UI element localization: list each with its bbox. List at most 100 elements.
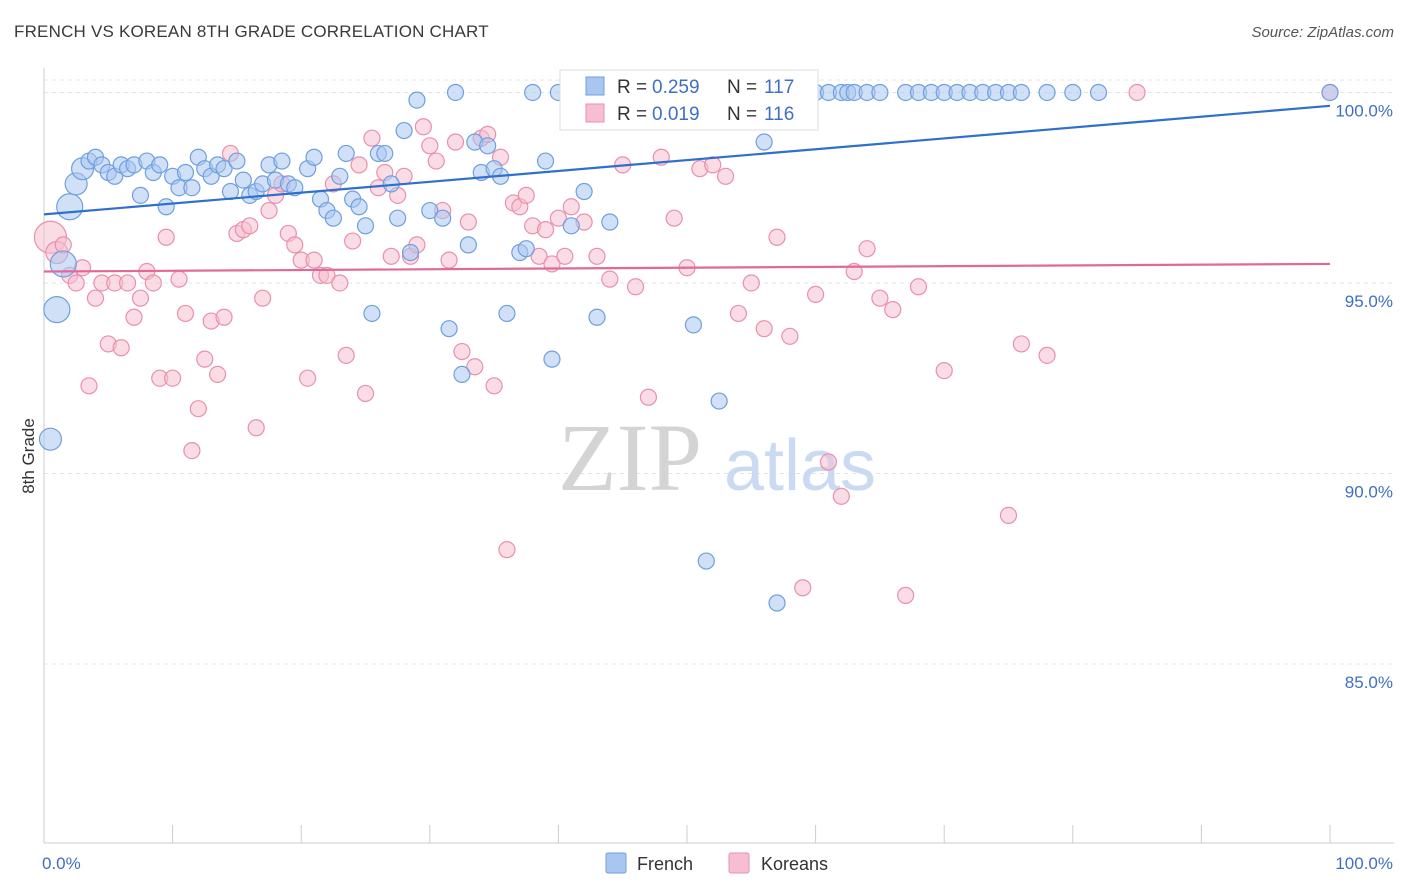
- french-point: [286, 179, 304, 197]
- korean-point: [755, 320, 773, 338]
- french-point: [234, 171, 252, 189]
- korean-point: [794, 579, 812, 597]
- series-french: [38, 83, 1339, 612]
- korean-point: [241, 217, 259, 235]
- bottom-legend-french: French: [637, 854, 693, 874]
- french-point: [1064, 83, 1082, 102]
- french-point: [49, 250, 77, 278]
- french-point: [151, 156, 169, 174]
- korean-point: [67, 274, 85, 292]
- french-point: [543, 350, 561, 368]
- french-point: [305, 148, 323, 166]
- korean-point: [73, 259, 92, 277]
- french-point: [131, 186, 150, 204]
- legend-r-value-french: 0.259: [652, 77, 700, 98]
- korean-point: [144, 274, 162, 292]
- korean-point: [414, 118, 432, 136]
- french-point: [524, 83, 542, 102]
- legend-r-label-koreans: R =: [617, 104, 647, 125]
- legend-n-value-koreans: 116: [764, 104, 794, 125]
- korean-point: [562, 198, 580, 216]
- korean-point: [356, 384, 375, 403]
- korean-point: [517, 186, 535, 204]
- korean-point: [157, 228, 175, 246]
- korean-point: [729, 304, 748, 323]
- korean-point: [286, 236, 304, 254]
- french-point: [324, 209, 342, 227]
- x-tick-labels: 0.0% 100.0%: [42, 854, 1393, 873]
- legend-r-label-french: R =: [617, 77, 647, 98]
- french-point: [1012, 83, 1030, 102]
- korean-point: [421, 137, 439, 155]
- trend-lines: [43, 104, 1331, 273]
- korean-point: [131, 289, 150, 307]
- korean-point: [897, 586, 915, 604]
- x-tick-label: 100.0%: [1335, 854, 1393, 873]
- korean-point: [176, 304, 195, 323]
- french-point: [331, 167, 349, 185]
- korean-point: [935, 361, 953, 380]
- korean-point: [601, 270, 619, 288]
- french-point: [228, 152, 246, 170]
- french-point: [1038, 83, 1056, 102]
- korean-point: [350, 156, 368, 174]
- korean-point: [446, 133, 465, 151]
- legend-n-value-french: 117: [764, 77, 794, 98]
- stats-legend: R = 0.259 N = 117 R = 0.019 N = 116: [559, 69, 819, 131]
- y-tick-label: 100.0%: [1335, 101, 1393, 120]
- french-point: [157, 198, 175, 216]
- korean-point: [536, 221, 555, 239]
- x-tick-label: 0.0%: [42, 854, 81, 873]
- french-point: [273, 152, 291, 170]
- korean-point: [819, 453, 838, 471]
- korean-point: [440, 251, 458, 269]
- trend-line-koreans: [43, 262, 1331, 273]
- watermark-zip: ZIP: [558, 404, 702, 511]
- french-point: [871, 83, 889, 102]
- korean-point: [427, 152, 445, 170]
- y-tick-labels: 100.0% 95.0% 90.0% 85.0%: [1335, 101, 1393, 691]
- korean-point: [832, 487, 850, 505]
- korean-point: [768, 228, 786, 246]
- chart-title: FRENCH VS KOREAN 8TH GRADE CORRELATION C…: [14, 22, 489, 41]
- korean-point: [884, 301, 902, 319]
- korean-point: [871, 289, 889, 307]
- french-point: [459, 236, 477, 254]
- french-point: [356, 217, 375, 235]
- korean-point: [588, 247, 606, 265]
- french-point: [446, 83, 465, 102]
- korean-point: [215, 308, 233, 326]
- korean-point: [382, 247, 400, 265]
- trend-line-french: [43, 104, 1331, 216]
- korean-point: [549, 209, 568, 227]
- french-point: [575, 182, 593, 201]
- korean-point: [299, 369, 317, 387]
- korean-point: [556, 247, 574, 265]
- french-point: [56, 193, 84, 221]
- korean-point: [858, 240, 876, 258]
- korean-point: [125, 308, 143, 326]
- korean-point: [189, 400, 207, 418]
- french-point: [434, 209, 452, 227]
- legend-n-label-french: N =: [727, 77, 757, 98]
- korean-point: [164, 369, 182, 387]
- watermark: ZIP atlas: [558, 404, 876, 511]
- korean-point: [665, 209, 683, 227]
- watermark-atlas: atlas: [724, 426, 876, 506]
- bottom-legend-koreans: Koreans: [761, 854, 828, 874]
- french-point: [215, 160, 233, 178]
- french-point: [440, 320, 458, 338]
- french-point: [697, 552, 715, 570]
- korean-point: [112, 339, 130, 357]
- korean-point: [1038, 346, 1056, 364]
- french-point: [408, 91, 426, 109]
- korean-point: [806, 285, 825, 303]
- korean-point: [80, 377, 98, 395]
- korean-point: [742, 274, 760, 292]
- bottom-legend-swatch-koreans: [728, 852, 750, 874]
- french-point: [517, 240, 535, 258]
- korean-point: [344, 232, 362, 250]
- korean-point: [118, 274, 137, 292]
- korean-point: [453, 342, 471, 361]
- french-point: [401, 243, 420, 262]
